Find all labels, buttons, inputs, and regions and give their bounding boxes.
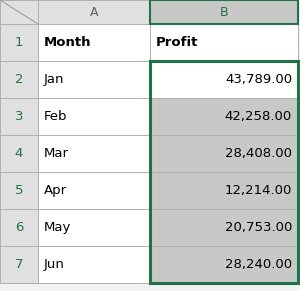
Bar: [38, 0, 150, 24]
Bar: [150, 0, 298, 24]
Text: Jan: Jan: [44, 73, 64, 86]
Text: Month: Month: [44, 36, 92, 49]
Bar: [38, 172, 150, 209]
Text: 1: 1: [15, 36, 23, 49]
Bar: [150, 61, 298, 98]
Text: 20,753.00: 20,753.00: [225, 221, 292, 234]
Bar: [0, 135, 38, 172]
Bar: [38, 24, 150, 61]
Bar: [38, 246, 150, 283]
Bar: [0, 24, 38, 61]
Bar: [38, 209, 150, 246]
Text: 28,240.00: 28,240.00: [225, 258, 292, 271]
Bar: [150, 172, 298, 209]
Bar: [0, 61, 38, 98]
Text: 42,258.00: 42,258.00: [225, 110, 292, 123]
Text: 2: 2: [15, 73, 23, 86]
Text: Profit: Profit: [156, 36, 198, 49]
Bar: [0, 0, 38, 24]
Bar: [0, 98, 38, 135]
Text: Jun: Jun: [44, 258, 65, 271]
Text: Mar: Mar: [44, 147, 69, 160]
Text: 7: 7: [15, 258, 23, 271]
Bar: [150, 61, 298, 283]
Bar: [38, 135, 150, 172]
Text: 28,408.00: 28,408.00: [225, 147, 292, 160]
Bar: [150, 24, 298, 61]
Text: 5: 5: [15, 184, 23, 197]
Bar: [0, 172, 38, 209]
Bar: [150, 135, 298, 172]
Bar: [150, 209, 298, 246]
Text: 12,214.00: 12,214.00: [225, 184, 292, 197]
Bar: [150, 98, 298, 135]
Bar: [0, 209, 38, 246]
Bar: [38, 61, 150, 98]
Text: 4: 4: [15, 147, 23, 160]
Text: May: May: [44, 221, 71, 234]
Text: Feb: Feb: [44, 110, 68, 123]
Bar: [38, 98, 150, 135]
Text: 43,789.00: 43,789.00: [225, 73, 292, 86]
Text: B: B: [220, 6, 228, 19]
Text: 3: 3: [15, 110, 23, 123]
Text: A: A: [90, 6, 98, 19]
Bar: [0, 246, 38, 283]
Text: 6: 6: [15, 221, 23, 234]
Bar: [150, 246, 298, 283]
Text: Apr: Apr: [44, 184, 67, 197]
